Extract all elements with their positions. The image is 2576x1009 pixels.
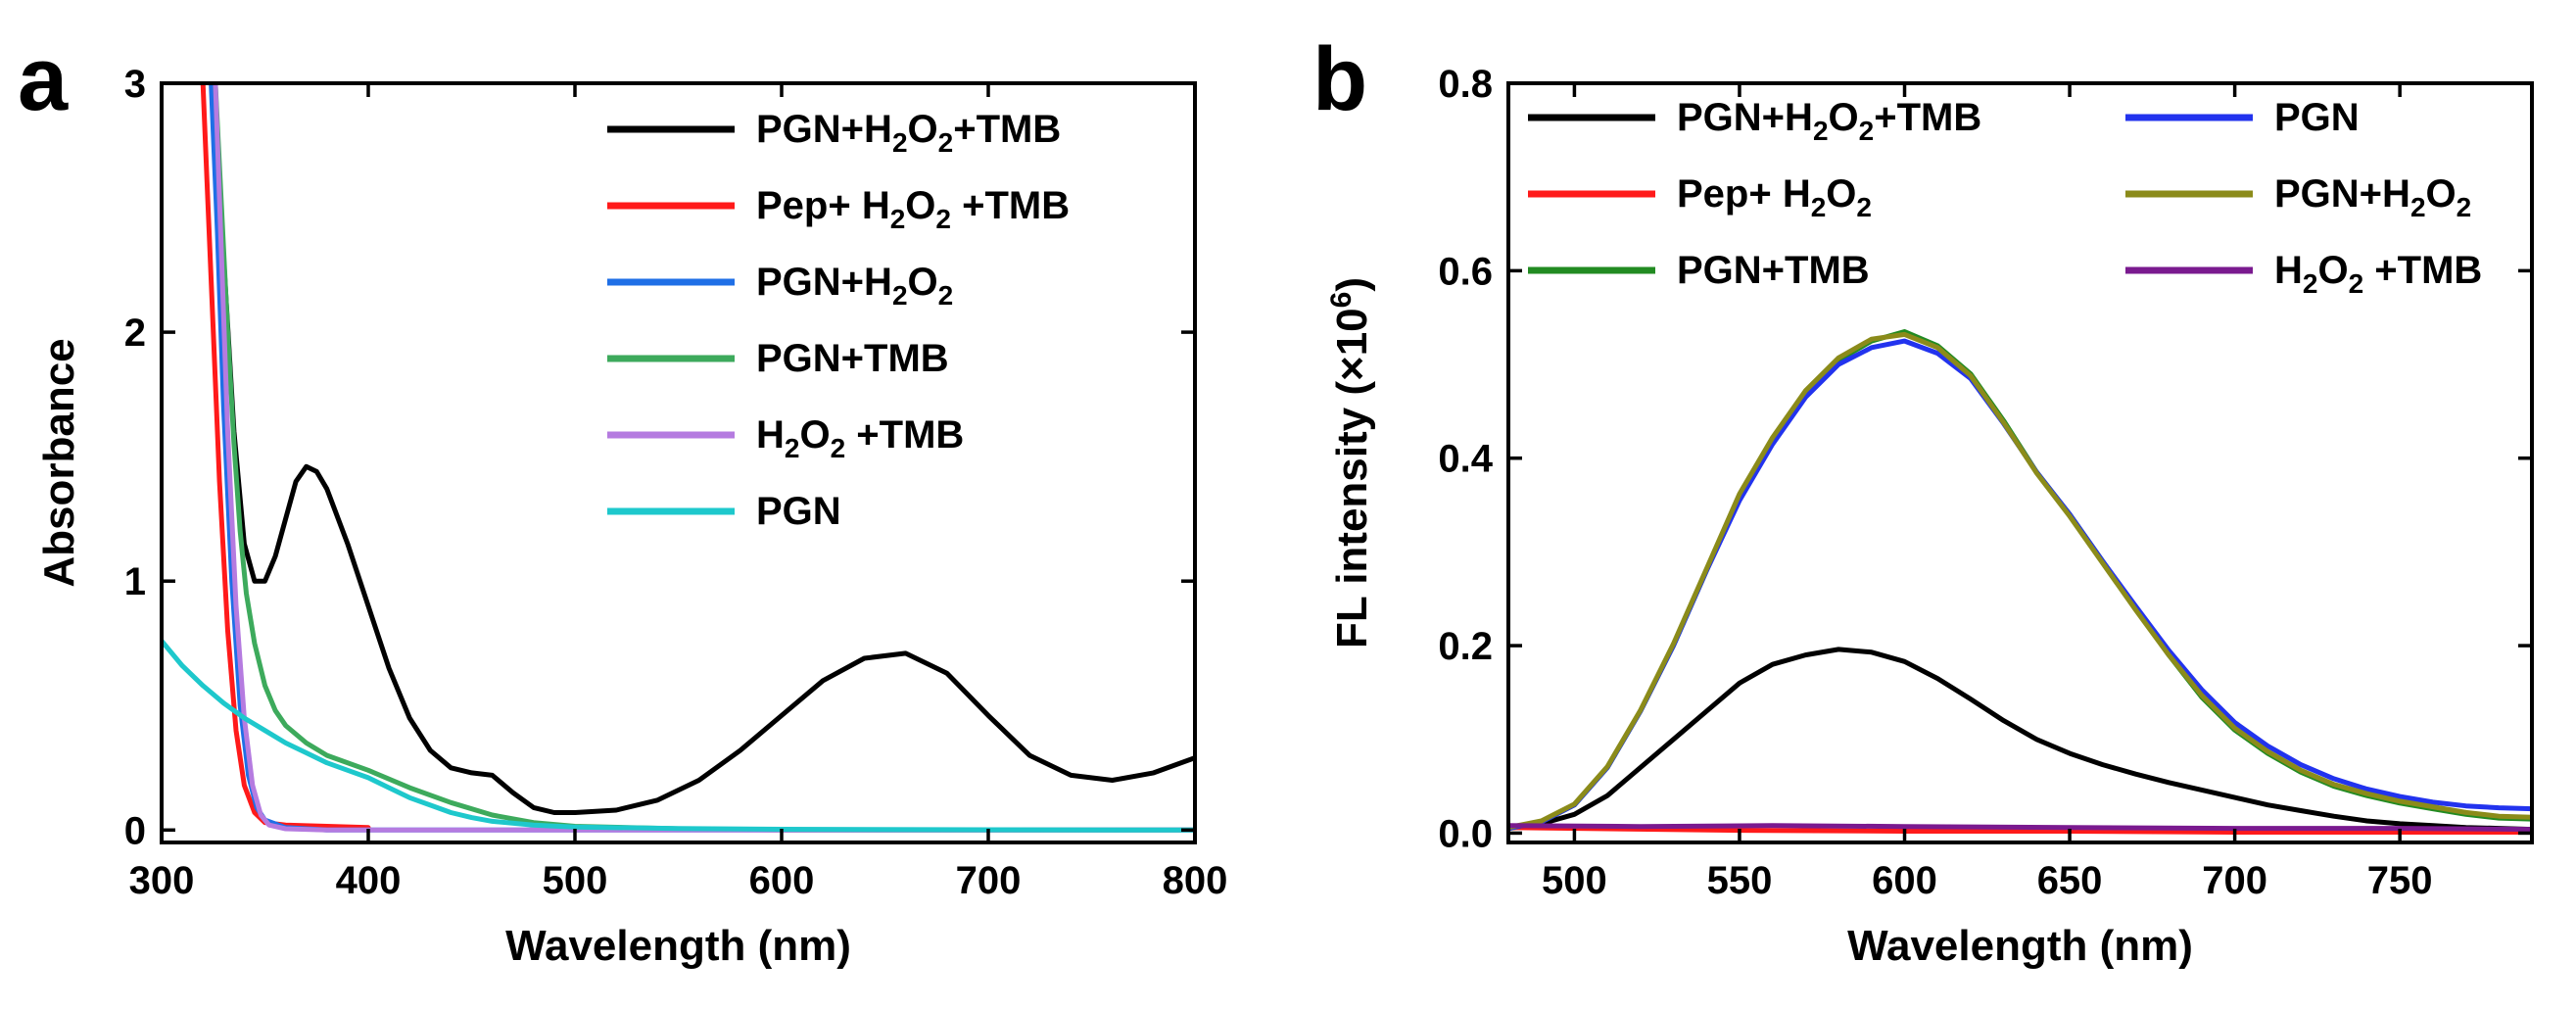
y-axis-title-a: Absorbance [35,338,83,587]
x-axis-title-a: Wavelength (nm) [505,922,851,970]
legend-b-pgn-label: PGN+H2​O2​ [2274,172,2471,222]
y-tick-label: 0.0 [1438,812,1493,855]
x-tick-label: 500 [1542,859,1607,902]
y-tick-label: 0.6 [1438,250,1493,293]
y-tick-label: 0.4 [1438,438,1493,481]
plot-frame-a [160,81,1197,844]
legend-b-pgn-tmb-label: PGN+TMB [1677,249,1870,292]
x-tick-label: 400 [336,859,402,902]
series-b-pgn-h2o2-tmb [1508,647,2532,833]
legend-a-h2o2-tmb-label: H2​O2​ +TMB [756,413,964,463]
x-tick-label: 600 [1872,859,1937,902]
x-tick-label: 800 [1163,859,1228,902]
y-tick-label: 3 [124,63,146,106]
y-tick-label: 1 [124,560,146,603]
series-a-pgn-h2o2-tmb [211,83,1195,815]
x-axis-title-b: Wavelength (nm) [1847,922,2193,970]
panel-a-letter: a [18,29,69,129]
legend-b-pep-h2o2-label: Pep+ H2​O2​ [1677,172,1872,222]
legend-a-pgn-tmb-label: PGN+TMB [756,337,949,380]
x-tick-label: 600 [749,859,815,902]
panel-b-letter: b [1312,29,1367,129]
series-b-pgn-tmb [1508,329,2532,832]
y-tick-label: 0 [124,809,146,852]
x-tick-label: 500 [543,859,608,902]
x-tick-label: 750 [2367,859,2433,902]
legend-a: PGN+H2​O2​+TMB Pep+ H2​O2​ +TMB PGN+H2​O2​… [607,108,1070,533]
y-axis-title-b: FL intensity (×106) [1325,277,1376,649]
plot-a: 300 400 500 600 700 800 0 1 2 3 Wavelength (nm) Abs… [35,63,1227,970]
series-b-h2o2-tmb [1508,823,2532,833]
series-b-pgn [1508,331,2532,831]
legend-b-pgn-h2o2-tmb-label: PGN+H2​O2​+TMB [1677,96,1981,146]
legend-b-pgn-h2o2-label: PGN [2274,96,2360,139]
y-tick-label: 0.2 [1438,625,1493,668]
series-b-pgn-h2o2 [1508,338,2532,832]
legend-b: PGN+H2​O2​+TMB Pep+ H2​O2​ PGN+TMB PGN PGN+H… [1528,96,2482,299]
x-tick-label: 550 [1707,859,1773,902]
plot-b: 500 550 600 650 700 750 0.0 0.2 0.4 0.6 0.8 Wavelen… [1325,63,2534,970]
series-a-h2o2-tmb [213,83,1195,833]
y-tick-label: 2 [124,312,146,355]
x-tick-label: 300 [129,859,195,902]
x-tick-label: 650 [2037,859,2103,902]
series-a-pep-h2o2-tmb [200,83,371,831]
series-a-pgn [162,638,1195,833]
y-tick-label: 0.8 [1438,63,1493,106]
legend-a-pgn-h2o2-label: PGN+H2​O2​ [756,261,953,311]
legend-a-pep-h2o2-tmb-label: Pep+ H2​O2​ +TMB [756,184,1070,234]
x-tick-label: 700 [2202,859,2267,902]
plot-frame-b [1506,81,2534,844]
legend-a-pgn-label: PGN [756,490,841,533]
legend-b-h2o2-tmb-label: H2​O2​ +TMB [2274,249,2482,299]
legend-a-pgn-h2o2-tmb-label: PGN+H2​O2​+TMB [756,108,1061,158]
x-tick-label: 700 [956,859,1022,902]
